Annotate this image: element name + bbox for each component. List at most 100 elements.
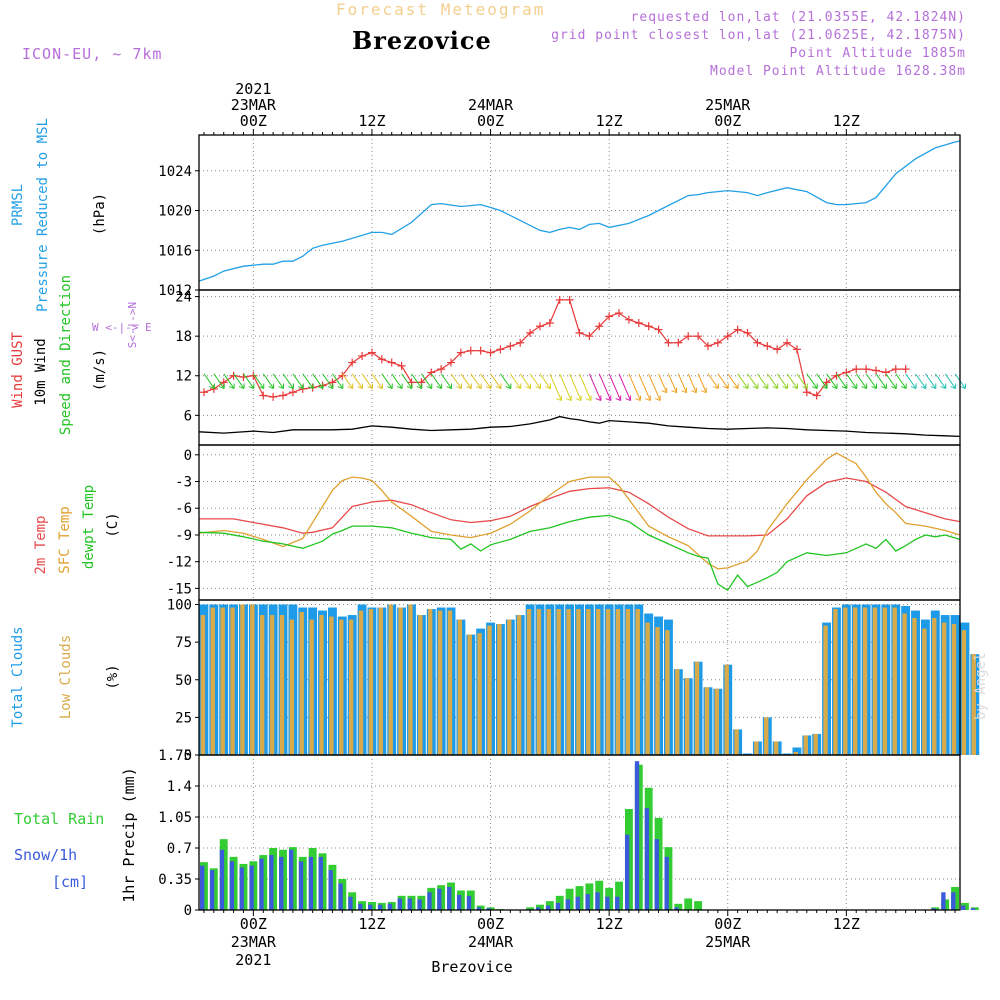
y-tick-label: 0.35 bbox=[158, 872, 192, 888]
snow-bar bbox=[674, 907, 679, 910]
low-cloud-bar bbox=[576, 609, 581, 755]
snow-bar bbox=[634, 761, 640, 910]
snow-bar bbox=[219, 849, 225, 910]
snow-bar bbox=[941, 892, 946, 910]
gust-marker bbox=[348, 358, 357, 367]
wind-arrow-head bbox=[742, 383, 749, 390]
wind-direction-arrow bbox=[727, 373, 739, 389]
low-cloud-bar bbox=[437, 610, 443, 755]
temp-dewpt-line bbox=[198, 514, 961, 592]
gust-marker bbox=[654, 325, 663, 334]
snow-bar bbox=[417, 899, 422, 910]
wind-direction-arrow bbox=[252, 373, 265, 389]
gust-marker bbox=[812, 391, 821, 400]
wind-arrow-head bbox=[219, 383, 225, 390]
wind-arrow-head bbox=[515, 383, 522, 390]
wind-direction-arrow bbox=[272, 373, 284, 389]
low-cloud-bar bbox=[645, 622, 650, 755]
panel-frames bbox=[198, 129, 961, 916]
gust-marker bbox=[407, 378, 416, 387]
y-tick-label: 1.4 bbox=[167, 779, 192, 795]
top-time-label: 12Z bbox=[596, 112, 623, 130]
y-tick-label: -9 bbox=[175, 528, 192, 544]
low-cloud-bar bbox=[497, 624, 502, 755]
wind-arrow-head bbox=[268, 383, 275, 390]
y-tick-label: 24 bbox=[175, 290, 192, 306]
snow-bar bbox=[447, 886, 452, 910]
low-cloud-bar bbox=[704, 687, 710, 755]
snow-bar bbox=[328, 870, 333, 910]
temp-unit-label: (C) bbox=[105, 512, 121, 537]
grid-point-coords: grid point closest lon,lat (21.0625E, 42… bbox=[551, 28, 966, 43]
wind-arrow-head bbox=[635, 395, 641, 402]
snow-bar bbox=[456, 894, 462, 910]
gust-marker bbox=[792, 345, 801, 354]
low-cloud-bar bbox=[971, 654, 976, 755]
wind-arrow-head bbox=[357, 383, 364, 390]
wind-arrow-head bbox=[655, 395, 661, 402]
wind-arrow-head bbox=[671, 387, 678, 394]
low-cloud-bar bbox=[210, 607, 215, 755]
snow-bar bbox=[555, 902, 561, 910]
gust-marker bbox=[862, 365, 871, 374]
gust-marker bbox=[674, 338, 683, 347]
bottom-time-label: 12Z bbox=[833, 915, 860, 933]
y-tick-label: 0 bbox=[184, 748, 192, 764]
wind-direction-arrow bbox=[262, 373, 275, 389]
gust-marker bbox=[298, 384, 307, 393]
low-cloud-bar bbox=[892, 607, 897, 755]
snow-bar bbox=[209, 870, 215, 910]
wind-direction-arrow bbox=[885, 373, 897, 389]
model-point-altitude: Model Point Altitude 1628.38m bbox=[710, 64, 966, 79]
gust-marker bbox=[545, 318, 554, 327]
snow-bar bbox=[476, 907, 482, 910]
wind-arrow-head bbox=[871, 383, 878, 390]
wind-direction-arrow bbox=[470, 373, 482, 389]
snow-bar bbox=[931, 908, 936, 910]
wind-arrow-head bbox=[792, 383, 798, 390]
wind-arrow-head bbox=[821, 383, 828, 390]
gust-marker bbox=[822, 378, 831, 387]
snow-bar bbox=[664, 856, 669, 910]
y-tick-label: 50 bbox=[175, 673, 192, 689]
bottom-time-label: 12Z bbox=[596, 915, 623, 933]
wind-direction-arrow bbox=[618, 373, 632, 401]
low-cloud-bar bbox=[625, 609, 631, 755]
snow-bar bbox=[387, 903, 393, 910]
wind-arrow-head bbox=[436, 383, 443, 390]
gust-marker bbox=[832, 371, 841, 380]
wind-direction-arrow bbox=[826, 373, 838, 389]
wind-direction-arrow bbox=[895, 373, 907, 389]
top-time-label: 00Z bbox=[477, 112, 504, 130]
top-time-label: 25MAR bbox=[705, 96, 751, 114]
low-cloud-bar bbox=[516, 615, 522, 755]
wind-direction-arrow bbox=[915, 373, 927, 389]
wind-direction-arrow bbox=[756, 373, 769, 389]
rain-bar bbox=[674, 903, 683, 910]
wind-direction-arrow bbox=[223, 373, 235, 389]
gust-marker bbox=[891, 365, 900, 374]
snow-bar bbox=[249, 865, 254, 910]
snow-bar bbox=[565, 899, 571, 910]
snow-bar bbox=[269, 855, 274, 910]
low-cloud-bar bbox=[754, 741, 759, 755]
low-cloud-bar bbox=[862, 607, 868, 755]
gust-marker bbox=[565, 295, 574, 304]
snow-bar bbox=[298, 861, 304, 910]
bottom-time-label: 24MAR bbox=[468, 933, 514, 951]
low-cloud-bar bbox=[378, 607, 383, 755]
top-time-label: 12Z bbox=[833, 112, 860, 130]
wind-arrow-head bbox=[485, 383, 492, 390]
snow-bar bbox=[407, 898, 412, 910]
clouds-unit-label: (%) bbox=[105, 664, 121, 689]
gust-marker bbox=[575, 328, 584, 337]
wind-arrow-head bbox=[615, 395, 622, 402]
low-cloud-bar bbox=[734, 729, 739, 755]
wind-direction-label: Speed and Direction bbox=[58, 275, 74, 435]
low-cloud-bar bbox=[477, 633, 482, 755]
temperature-panel bbox=[198, 452, 961, 592]
wind-arrow-head bbox=[645, 395, 651, 402]
gust-marker bbox=[703, 342, 712, 351]
low-cloud-bar bbox=[833, 609, 838, 755]
